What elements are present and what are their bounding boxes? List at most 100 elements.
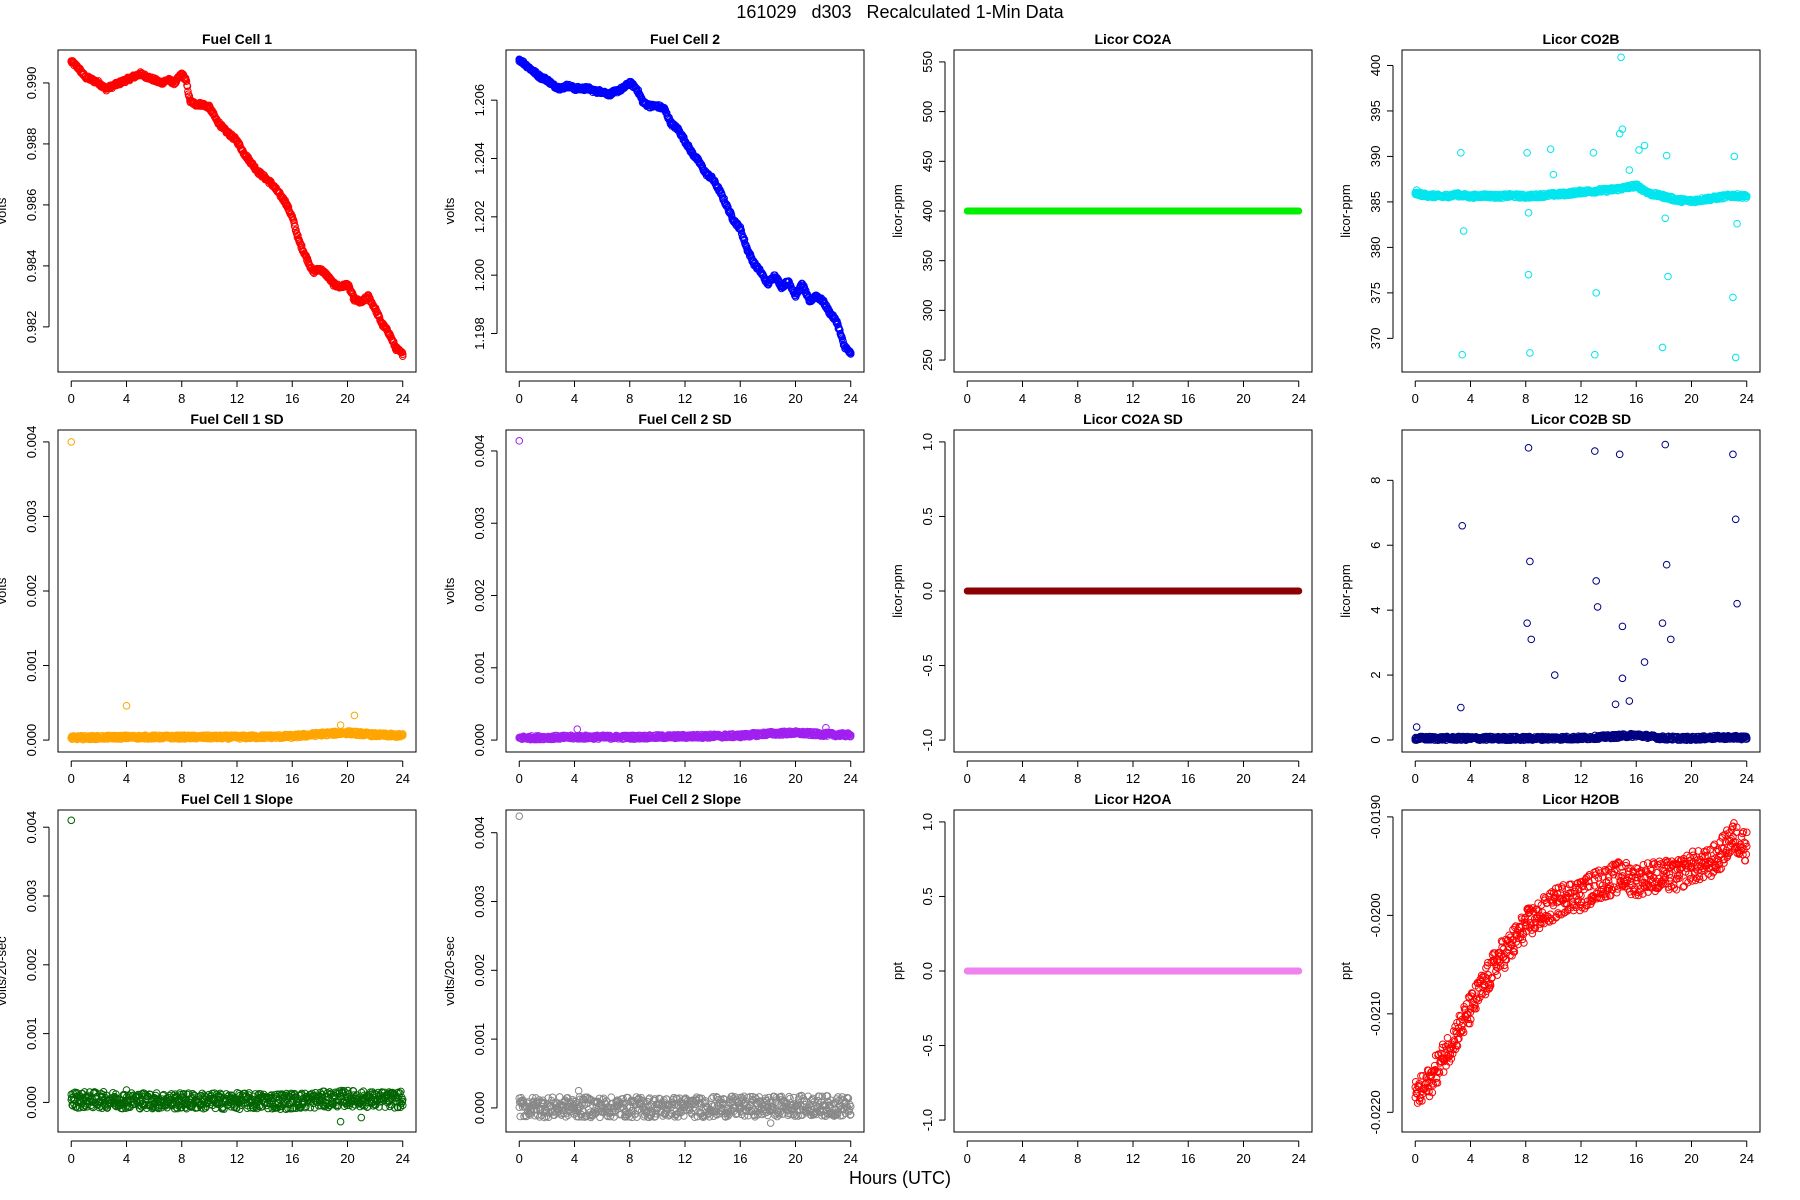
outlier-point xyxy=(1523,619,1531,627)
x-tick-label: 4 xyxy=(1019,391,1026,406)
data-point xyxy=(1632,181,1641,190)
y-axis-label: licor-ppm xyxy=(890,564,905,617)
outlier-point xyxy=(1611,700,1620,709)
data-point xyxy=(1411,734,1420,743)
data-point xyxy=(1604,732,1613,741)
chart-panel-fc1sd: Fuel Cell 1 SD0 4 8 12 16 20 240.0000.0010.002… xyxy=(0,411,417,786)
data-point xyxy=(1480,191,1489,200)
data-point xyxy=(260,173,269,182)
data-point xyxy=(398,350,407,359)
data-point xyxy=(556,84,565,93)
plot-frame xyxy=(1401,49,1761,373)
plot-frame xyxy=(953,429,1313,753)
data-point xyxy=(681,732,689,741)
data-point xyxy=(667,119,675,128)
data-point xyxy=(357,298,366,307)
y-tick-label: 0.001 xyxy=(24,1017,39,1050)
data-point xyxy=(1535,191,1544,200)
data-point xyxy=(826,309,834,317)
y-tick-label: 0.002 xyxy=(24,949,39,982)
data-point xyxy=(679,132,687,140)
x-tick-label: 0 xyxy=(516,391,523,406)
y-tick-label: 450 xyxy=(920,150,935,172)
data-point xyxy=(267,179,276,188)
data-point xyxy=(103,1104,112,1112)
data-point xyxy=(1687,197,1696,205)
data-point xyxy=(536,73,544,81)
data-series xyxy=(1411,53,1751,362)
x-tick-label: 20 xyxy=(1236,771,1250,786)
outlier-point xyxy=(1526,349,1534,357)
data-point xyxy=(157,79,165,87)
x-tick-label: 12 xyxy=(230,771,244,786)
data-point xyxy=(288,732,297,741)
data-point xyxy=(798,280,807,288)
y-tick-label: 370 xyxy=(1368,327,1383,349)
data-point xyxy=(1466,734,1475,743)
data-point xyxy=(1521,734,1530,743)
data-point xyxy=(1646,189,1654,198)
data-point xyxy=(182,76,190,84)
outlier-point xyxy=(1662,560,1671,569)
data-point xyxy=(392,344,400,353)
y-tick-label: 0.988 xyxy=(24,128,39,161)
data-point xyxy=(309,268,317,276)
x-tick-label: 8 xyxy=(1522,391,1529,406)
panel-title: Licor CO2A xyxy=(1094,31,1171,47)
data-point xyxy=(1660,192,1668,201)
data-point xyxy=(515,734,524,742)
data-series xyxy=(67,438,407,744)
x-tick-label: 0 xyxy=(516,771,523,786)
data-point xyxy=(1452,190,1461,199)
y-tick-label: 0 xyxy=(1368,736,1383,743)
data-point xyxy=(549,81,558,90)
data-point xyxy=(701,169,710,177)
data-point xyxy=(750,259,758,268)
y-tick-label: 0.002 xyxy=(24,575,39,608)
outlier-point xyxy=(122,701,131,710)
y-tick-label: 0.000 xyxy=(24,724,39,757)
data-point xyxy=(136,69,145,78)
x-tick-label: 16 xyxy=(1181,391,1195,406)
data-point xyxy=(1577,188,1585,196)
y-tick-label: 395 xyxy=(1368,100,1383,122)
y-tick-label: 0.001 xyxy=(24,649,39,682)
data-point xyxy=(226,130,234,139)
data-point xyxy=(1742,192,1751,201)
data-point xyxy=(115,79,124,87)
data-point xyxy=(840,341,848,349)
y-tick-label: -0.5 xyxy=(920,654,935,676)
data-point xyxy=(570,733,579,741)
data-point xyxy=(74,63,82,72)
outlier-point xyxy=(1640,658,1649,666)
data-point xyxy=(598,87,606,96)
x-tick-label: 8 xyxy=(178,771,185,786)
x-tick-label: 12 xyxy=(230,1151,244,1166)
outlier-point xyxy=(67,438,76,446)
data-point xyxy=(736,731,745,740)
data-point xyxy=(177,733,186,741)
data-point xyxy=(171,79,179,87)
figure-title: 161029 d303 Recalculated 1-Min Data xyxy=(736,2,1064,22)
outlier-point xyxy=(1412,186,1421,194)
data-point xyxy=(108,82,117,90)
data-point xyxy=(708,175,717,183)
outlier-point xyxy=(1664,272,1672,281)
outlier-point xyxy=(822,723,830,732)
data-point xyxy=(67,57,76,66)
x-tick-label: 8 xyxy=(626,391,633,406)
data-series xyxy=(515,55,855,358)
y-tick-label: 1.206 xyxy=(472,84,487,117)
x-tick-label: 16 xyxy=(733,771,747,786)
data-point xyxy=(1577,734,1585,742)
data-point xyxy=(605,90,613,99)
outlier-point xyxy=(1640,141,1649,150)
y-tick-label: 0.5 xyxy=(920,507,935,525)
outlier-point xyxy=(1625,166,1634,174)
y-tick-label: 0.984 xyxy=(24,250,39,283)
x-tick-label: 4 xyxy=(1467,391,1474,406)
data-point xyxy=(274,188,283,197)
data-point xyxy=(219,124,227,133)
plot-frame xyxy=(1401,429,1761,753)
